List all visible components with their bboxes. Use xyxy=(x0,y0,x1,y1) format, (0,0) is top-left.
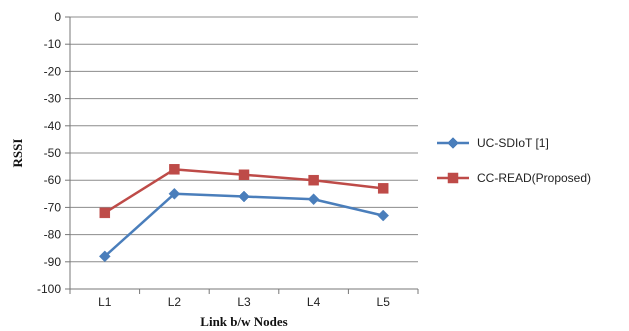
data-point xyxy=(99,207,111,219)
data-point xyxy=(377,209,390,222)
y-tick-label: -10 xyxy=(44,37,62,51)
y-tick-label: -30 xyxy=(44,92,62,106)
y-tick-label: -80 xyxy=(44,228,62,242)
data-point xyxy=(307,193,320,206)
x-tick-label: L1 xyxy=(98,295,112,309)
y-tick-label: -70 xyxy=(44,200,62,214)
series-square xyxy=(99,164,389,219)
y-axis-title: RSSI xyxy=(10,139,25,168)
data-point xyxy=(168,187,181,200)
y-tick-label: 0 xyxy=(54,10,61,24)
y-tick-label: -40 xyxy=(44,119,62,133)
y-tick-label: -20 xyxy=(44,64,62,78)
legend-label: CC-READ(Proposed) xyxy=(477,171,591,185)
y-tick-label: -90 xyxy=(44,255,62,269)
axes: 0 -10 -20 -30 -40 -50 -60 -70 -80 -90 -100 L1 L2 L3 L4… xyxy=(37,10,419,309)
legend-label: UC-SDIoT [1] xyxy=(477,136,549,150)
x-axis-title: Link b/w Nodes xyxy=(200,314,287,329)
legend-marker xyxy=(447,137,459,149)
data-point xyxy=(169,164,180,175)
series-diamond xyxy=(98,187,390,263)
x-tick-label: L5 xyxy=(377,295,391,309)
series xyxy=(98,164,390,263)
y-tick-label: -50 xyxy=(44,146,62,160)
y-tick-label: -60 xyxy=(44,173,62,187)
legend-marker xyxy=(447,172,459,184)
x-tick-label: L4 xyxy=(307,295,321,309)
data-point xyxy=(98,250,111,263)
data-point xyxy=(238,190,250,203)
legend: UC-SDIoT [1] CC-READ(Proposed) xyxy=(437,136,591,185)
data-point xyxy=(308,174,319,186)
data-point xyxy=(377,183,389,194)
x-tick-label: L2 xyxy=(168,295,182,309)
y-tick-label: -100 xyxy=(37,282,61,296)
grid xyxy=(70,16,418,290)
data-point xyxy=(238,169,250,181)
x-tick-label: L3 xyxy=(237,295,251,309)
series-line xyxy=(103,192,384,258)
